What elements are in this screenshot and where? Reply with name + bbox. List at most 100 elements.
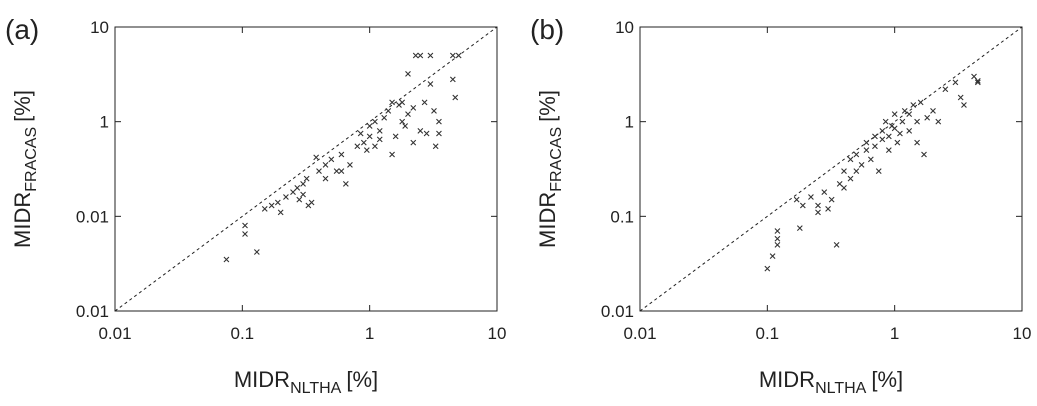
point — [825, 205, 831, 212]
identity-line — [114, 26, 498, 312]
point — [294, 184, 301, 191]
point — [901, 107, 908, 114]
point — [381, 114, 388, 121]
point — [316, 168, 322, 175]
y-label-unit: [%] — [535, 90, 560, 122]
point — [376, 136, 383, 143]
point — [366, 133, 373, 140]
point — [921, 151, 927, 158]
point — [313, 154, 320, 161]
point — [376, 127, 383, 134]
point — [347, 161, 353, 168]
point — [432, 143, 439, 150]
point — [372, 143, 378, 150]
point — [421, 99, 428, 106]
point — [974, 79, 981, 86]
x-label-unit: [%] — [346, 367, 378, 392]
y-axis-label: MIDRFRACAS [%] — [535, 90, 565, 248]
point — [924, 114, 931, 121]
point — [799, 202, 806, 209]
point — [242, 231, 248, 237]
point — [821, 189, 828, 196]
point — [399, 118, 406, 125]
point — [253, 249, 260, 255]
point — [405, 111, 411, 118]
point — [935, 118, 942, 125]
point — [296, 196, 303, 203]
point — [774, 235, 781, 242]
y-tick-label: 0.01 — [76, 302, 109, 321]
point — [389, 151, 395, 158]
point — [389, 99, 395, 106]
point — [277, 209, 284, 216]
point — [891, 111, 898, 118]
x-tick-label: 0.1 — [756, 324, 780, 343]
x-label-unit: [%] — [871, 367, 903, 392]
point — [436, 118, 442, 125]
point — [455, 52, 462, 59]
point — [847, 156, 854, 163]
point — [342, 181, 349, 187]
point — [906, 111, 913, 118]
point — [917, 99, 924, 106]
y-label-main: MIDR — [535, 192, 560, 248]
point — [410, 139, 417, 146]
point — [879, 136, 886, 143]
point — [853, 168, 860, 175]
point — [338, 168, 345, 175]
x-axis-label: MIDRNLTHA [%] — [759, 367, 903, 397]
point — [322, 161, 329, 168]
point — [974, 77, 981, 84]
x-tick-label: 1 — [365, 324, 374, 343]
x-axis-label: MIDRNLTHA [%] — [234, 367, 378, 397]
point — [399, 99, 406, 106]
point — [290, 189, 296, 196]
y-label-main: MIDR — [10, 192, 35, 248]
y-tick-label: 0.1 — [610, 207, 634, 226]
point — [417, 127, 424, 134]
x-label-sub: NLTHA — [815, 380, 867, 397]
point — [875, 168, 882, 175]
point — [268, 202, 275, 209]
point — [385, 107, 392, 114]
identity-line — [639, 26, 1023, 312]
point — [897, 130, 903, 137]
point — [906, 127, 913, 134]
point — [357, 130, 364, 137]
point — [436, 130, 442, 137]
point — [894, 139, 901, 146]
point — [223, 256, 230, 263]
y-tick-label: 0.01 — [76, 207, 109, 226]
x-tick-label: 0.01 — [623, 324, 656, 343]
point — [808, 194, 814, 200]
y-tick-label: 10 — [615, 18, 634, 37]
point — [431, 107, 437, 114]
point — [300, 181, 306, 187]
point — [774, 228, 781, 234]
point — [410, 104, 417, 111]
point — [363, 147, 370, 154]
point — [858, 161, 865, 168]
y-tick-label: 1 — [100, 113, 109, 132]
point — [417, 52, 424, 59]
point — [392, 133, 399, 140]
y-tick-label: 0.01 — [601, 302, 634, 321]
point — [427, 52, 434, 59]
panel-label: (b) — [530, 14, 564, 45]
plot-frame — [639, 26, 1023, 312]
point — [360, 139, 367, 146]
point — [863, 147, 870, 154]
point — [841, 184, 847, 191]
x-label-main: MIDR — [759, 367, 815, 392]
point — [910, 102, 917, 108]
point — [847, 175, 854, 182]
point — [867, 156, 874, 163]
point — [308, 199, 315, 206]
point — [815, 202, 821, 209]
point — [274, 199, 281, 206]
point — [957, 94, 964, 101]
point — [242, 222, 248, 229]
point — [914, 118, 920, 125]
